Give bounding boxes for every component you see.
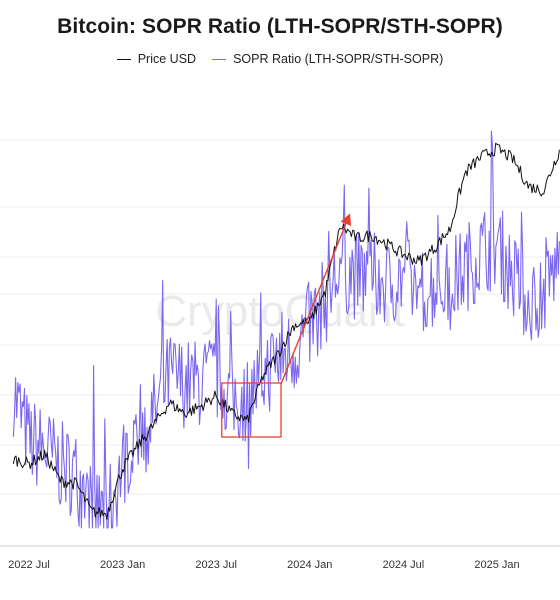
x-tick-label: 2023 Jan (100, 559, 145, 571)
x-tick-label: 2025 Jan (474, 559, 519, 571)
watermark: CryptoQuant (155, 287, 404, 336)
series-line-sopr-ratio (12, 130, 560, 529)
x-axis-ticks: 2022 Jul 2023 Jan 2023 Jul 2024 Jan 2024 Jul… (8, 559, 519, 571)
chart-legend: Price USD SOPR Ratio (LTH-SOPR/STH-SOPR) (0, 52, 560, 66)
legend-item-price[interactable]: Price USD (116, 52, 197, 66)
legend-item-sopr-ratio[interactable]: SOPR Ratio (LTH-SOPR/STH-SOPR) (212, 52, 443, 66)
series-layer (12, 130, 560, 529)
annotation-box (221, 382, 282, 438)
chart-title: Bitcoin: SOPR Ratio (LTH-SOPR/STH-SOPR) (57, 15, 503, 38)
legend-swatch-sopr-ratio (212, 58, 227, 60)
x-tick-label: 2022 Jul (8, 559, 50, 571)
series-line-price (12, 142, 560, 521)
x-tick-label: 2024 Jul (383, 559, 425, 571)
legend-label-price: Price USD (137, 52, 197, 66)
x-tick-label: 2023 Jul (195, 559, 237, 571)
annotation-arrow (280, 213, 352, 385)
legend-label-sopr-ratio: SOPR Ratio (LTH-SOPR/STH-SOPR) (233, 52, 444, 66)
legend-swatch-price (116, 58, 131, 60)
x-tick-label: 2024 Jan (287, 559, 332, 571)
annotation-layer (221, 213, 352, 438)
